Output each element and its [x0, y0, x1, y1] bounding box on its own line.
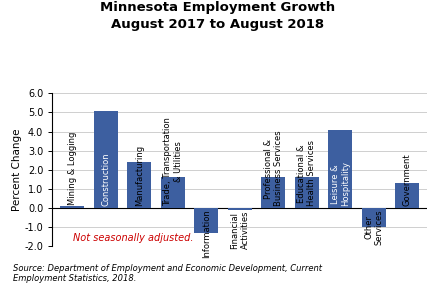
Text: Other
Services: Other Services — [364, 209, 383, 245]
Text: Information: Information — [202, 209, 211, 258]
Text: Source: Department of Employment and Economic Development, Current
Employment St: Source: Department of Employment and Eco… — [13, 263, 322, 283]
Text: Manufacturing: Manufacturing — [135, 145, 144, 207]
Y-axis label: Percent Change: Percent Change — [12, 128, 22, 211]
Bar — [395, 183, 419, 208]
Text: Mining & Logging: Mining & Logging — [68, 132, 77, 205]
Text: Trade, Transportation
& Utilities: Trade, Transportation & Utilities — [163, 118, 183, 207]
Bar — [328, 130, 352, 208]
Bar — [362, 208, 386, 227]
Text: Not seasonally adjusted.: Not seasonally adjusted. — [73, 233, 193, 243]
Text: Educational &
Health Services: Educational & Health Services — [297, 140, 317, 207]
Bar — [127, 162, 151, 208]
Bar — [228, 208, 252, 210]
Text: Government: Government — [403, 154, 412, 207]
Bar — [194, 208, 218, 233]
Text: Leisure &
Hospitality: Leisure & Hospitality — [330, 162, 350, 207]
Bar — [295, 177, 319, 208]
Text: Construction: Construction — [102, 153, 110, 207]
Bar — [60, 206, 85, 208]
Text: Professional &
Business Services: Professional & Business Services — [264, 131, 283, 207]
Bar — [161, 177, 185, 208]
Bar — [94, 111, 118, 208]
Text: Minnesota Employment Growth: Minnesota Employment Growth — [100, 1, 336, 14]
Text: August 2017 to August 2018: August 2017 to August 2018 — [112, 18, 324, 31]
Text: Financial
Activities: Financial Activities — [230, 211, 249, 249]
Bar — [261, 177, 285, 208]
